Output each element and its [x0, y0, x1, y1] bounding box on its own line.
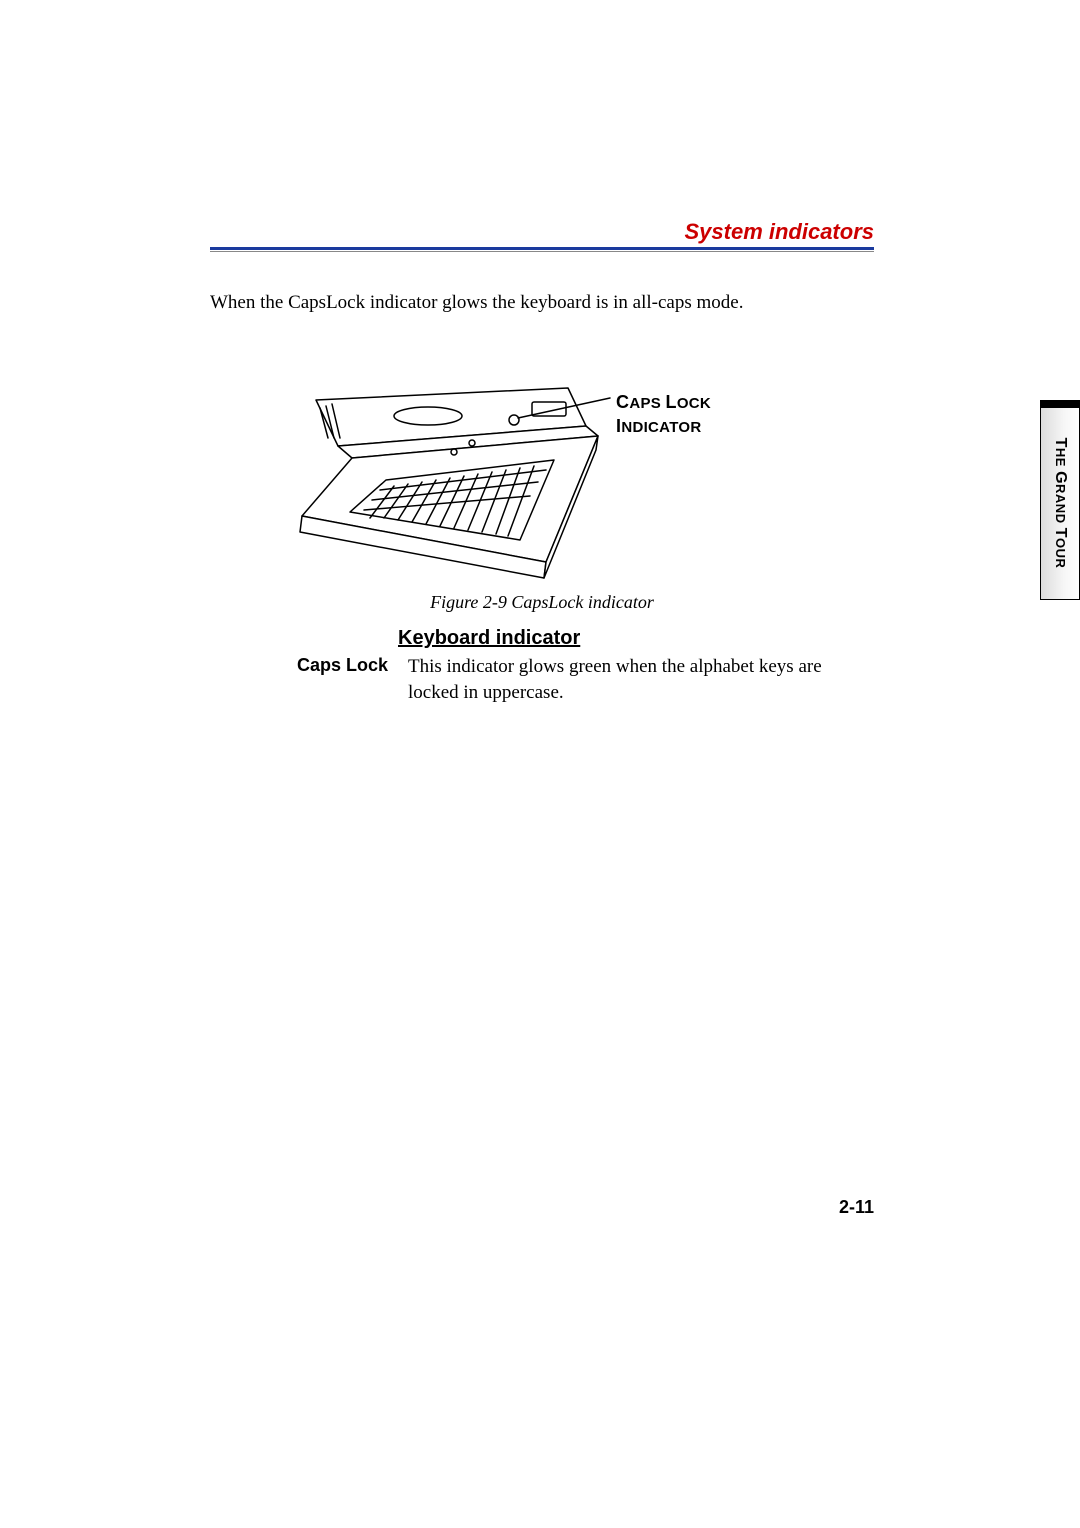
definition-description: This indicator glows green when the alph… [408, 654, 874, 705]
chapter-tab-accent [1040, 400, 1080, 408]
callout-caps-lock-indicator: CAPS LOCK INDICATOR [616, 390, 786, 439]
page: System indicators When the CapsLock indi… [0, 0, 1080, 1528]
intro-paragraph: When the CapsLock indicator glows the ke… [210, 290, 874, 316]
figure-caption: Figure 2-9 CapsLock indicator [210, 592, 874, 613]
section-header-title: System indicators [210, 219, 874, 245]
header-rule-thick [210, 247, 874, 250]
definition-term: Caps Lock [288, 654, 388, 705]
definition-row: Caps Lock This indicator glows green whe… [288, 654, 874, 705]
callout-line1-rest: APS [629, 395, 665, 412]
page-number: 2-11 [839, 1197, 874, 1218]
callout-line2-rest: NDICATOR [621, 419, 701, 436]
chapter-tab: THE GRAND TOUR [1040, 405, 1080, 600]
chapter-tab-label: THE GRAND TOUR [1051, 437, 1069, 568]
subsection-heading: Keyboard indicator [398, 627, 874, 650]
header-rule-thin [210, 251, 874, 252]
callout-line1-rest2: OCK [677, 395, 711, 412]
